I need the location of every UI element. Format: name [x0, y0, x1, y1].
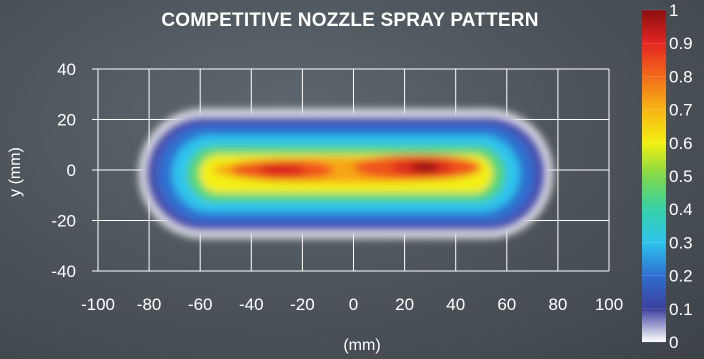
- colorbar-tick-label: 0.8: [669, 67, 693, 86]
- x-axis-label: (mm): [343, 337, 380, 354]
- spray-heatmap: [138, 109, 553, 239]
- x-tick-label: 80: [548, 295, 567, 314]
- y-tick-label: -40: [51, 262, 76, 281]
- x-tick-label: -60: [188, 295, 213, 314]
- heatmap-hotspot: [412, 162, 438, 173]
- colorbar-tick-label: 0.5: [669, 167, 693, 186]
- x-tick-label: -40: [239, 295, 264, 314]
- colorbar-tick-label: 0.6: [669, 134, 693, 153]
- colorbar: [642, 10, 666, 342]
- colorbar-tick-label: 1: [669, 1, 678, 20]
- x-tick-label: -80: [137, 295, 162, 314]
- colorbar-tick-label: 0.2: [669, 267, 693, 286]
- colorbar-tick-label: 0.1: [669, 300, 693, 319]
- heatmap-hotspot: [258, 163, 305, 177]
- y-tick-label: -20: [51, 212, 76, 231]
- x-tick-label: -100: [81, 295, 115, 314]
- x-tick-label: 60: [497, 295, 516, 314]
- chart-title: COMPETITIVE NOZZLE SPRAY PATTERN: [161, 10, 539, 31]
- y-axis-label: y (mm): [7, 147, 24, 197]
- colorbar-tick-label: 0.7: [669, 101, 693, 120]
- colorbar-tick-label: 0.3: [669, 233, 693, 252]
- x-tick-label: 0: [349, 295, 358, 314]
- x-tick-label: 20: [395, 295, 414, 314]
- y-tick-label: 0: [67, 161, 76, 180]
- x-tick-label: -20: [290, 295, 315, 314]
- x-tick-label: 40: [446, 295, 465, 314]
- y-tick-label: 40: [57, 60, 76, 79]
- colorbar-tick-label: 0.9: [669, 34, 693, 53]
- y-tick-label: 20: [57, 111, 76, 130]
- x-tick-label: 100: [595, 295, 623, 314]
- colorbar-tick-label: 0: [669, 333, 678, 352]
- colorbar-tick-label: 0.4: [669, 200, 693, 219]
